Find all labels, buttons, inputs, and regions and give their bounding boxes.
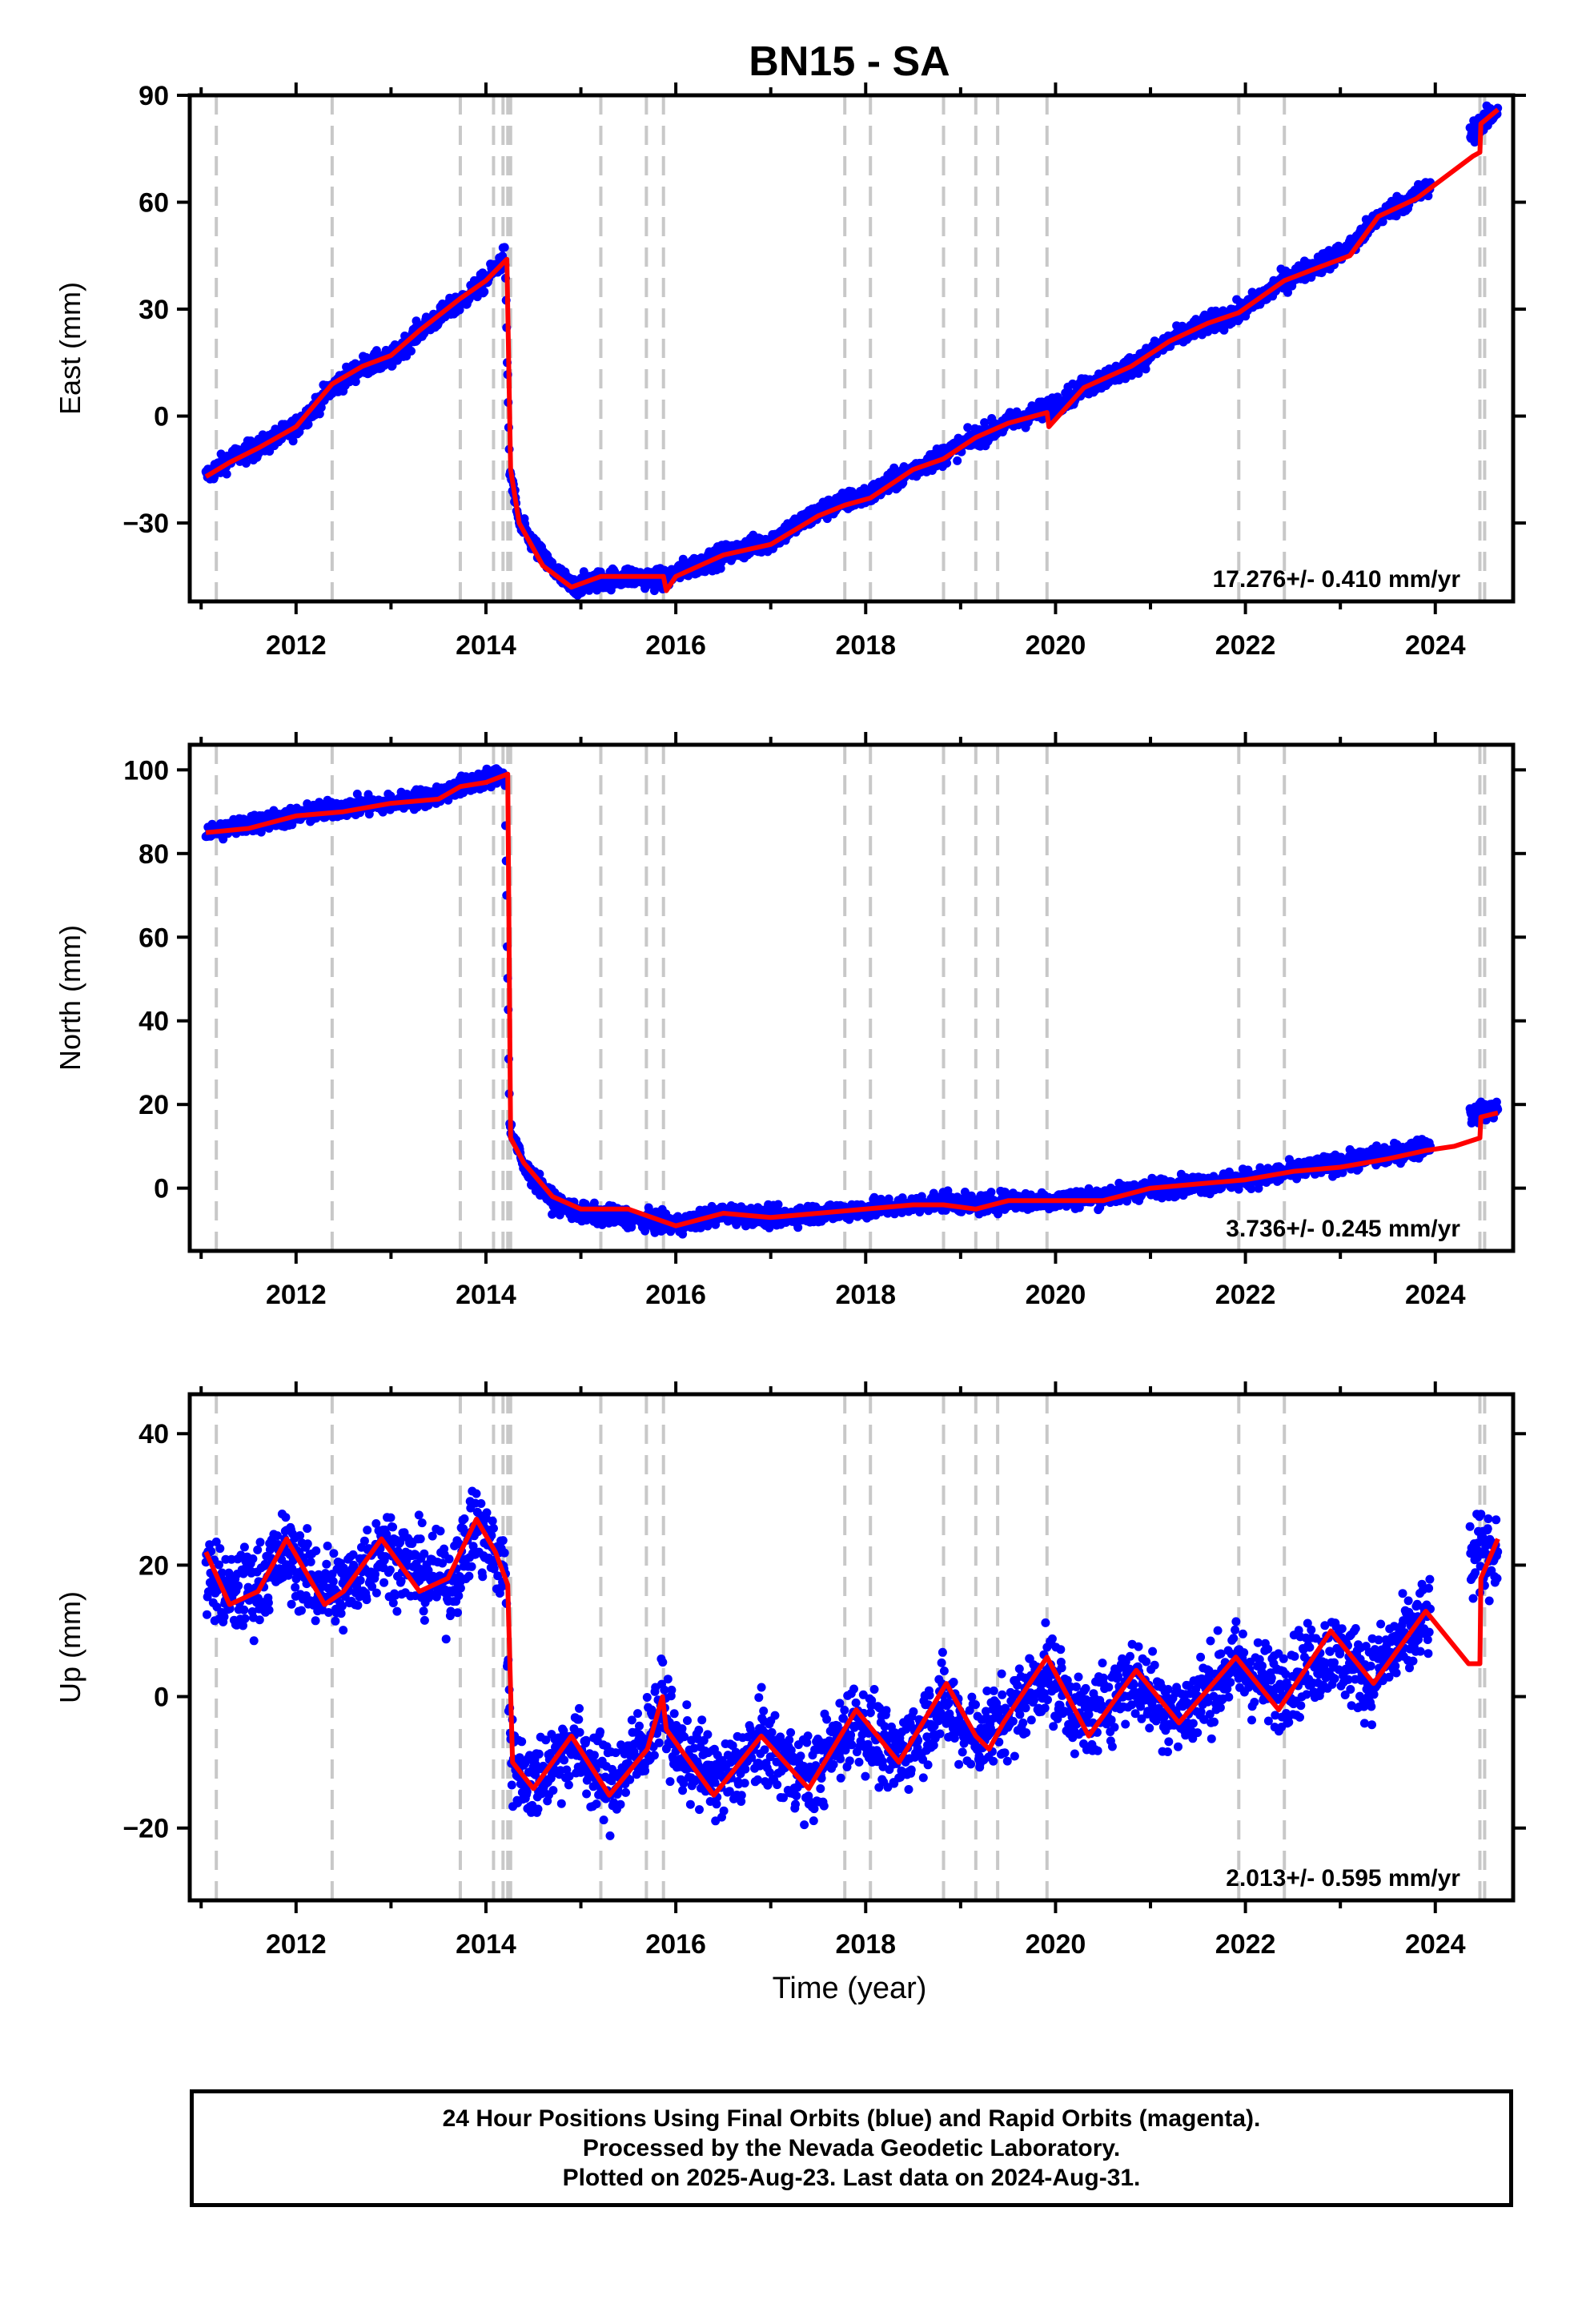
y-tick-label: 0 — [154, 1174, 169, 1204]
x-tick-label: 2024 — [1405, 630, 1466, 661]
y-tick-label: 100 — [123, 755, 169, 786]
y-tick-label: −30 — [122, 509, 169, 539]
east-data-point — [480, 287, 489, 296]
y-tick-label: 90 — [139, 81, 169, 111]
figure-title: BN15 - SA — [749, 38, 950, 85]
x-tick-label: 2020 — [1026, 630, 1086, 661]
x-tick-label: 2016 — [645, 1280, 706, 1310]
y-axis-title: East (mm) — [54, 282, 86, 415]
north-data-points — [201, 764, 1503, 1239]
y-tick-label: 60 — [139, 923, 169, 953]
east-data-point — [371, 346, 381, 356]
y-tick-label: 40 — [139, 1007, 169, 1037]
velocity-label: 17.276+/- 0.410 mm/yr — [1213, 566, 1461, 593]
east-model-line — [204, 107, 1500, 593]
north-data-point — [793, 1223, 803, 1232]
north-panel: 100 80 60 40 20 0 2012 2014 2016 2018 2020 2022 2024… — [54, 732, 1526, 1310]
east-panel: 90 60 30 0 −30 2012 2014 2016 2018 2020 2022 2024 Ea… — [54, 81, 1526, 661]
east-data-point — [1378, 217, 1387, 227]
x-tick-label: 2020 — [1026, 1280, 1086, 1310]
x-axis-title: Time (year) — [773, 1972, 927, 2005]
x-tick-label: 2016 — [645, 630, 706, 661]
east-data-point — [303, 420, 313, 429]
y-axis-title: North (mm) — [54, 925, 86, 1071]
east-data-point — [241, 459, 251, 468]
east-data-point — [1134, 368, 1143, 378]
x-tick-label: 2014 — [456, 1280, 516, 1310]
x-tick-label: 2022 — [1215, 630, 1276, 661]
y-tick-label: 60 — [139, 188, 169, 219]
east-data-point — [1141, 364, 1150, 374]
east-data-point — [288, 436, 298, 446]
x-tick-label: 2012 — [266, 630, 327, 661]
y-tick-label: 30 — [139, 295, 169, 325]
y-tick-label: 80 — [139, 839, 169, 870]
east-data-point — [407, 346, 416, 356]
y-tick-label: 0 — [154, 402, 169, 432]
up-data-point — [203, 1610, 211, 1619]
x-tick-label: 2018 — [835, 630, 896, 661]
velocity-label: 3.736+/- 0.245 mm/yr — [1226, 1216, 1460, 1242]
east-data-point — [222, 469, 231, 479]
east-data-point — [500, 243, 509, 252]
east-data-point — [953, 456, 962, 465]
x-tick-label: 2022 — [1215, 1280, 1276, 1310]
north-data-point — [986, 1188, 996, 1197]
x-tick-label: 2018 — [835, 1280, 896, 1310]
x-tick-label: 2014 — [456, 630, 516, 661]
y-tick-label: 20 — [139, 1090, 169, 1120]
x-tick-label: 2024 — [1405, 1280, 1466, 1310]
x-tick-label: 2012 — [266, 1280, 327, 1310]
